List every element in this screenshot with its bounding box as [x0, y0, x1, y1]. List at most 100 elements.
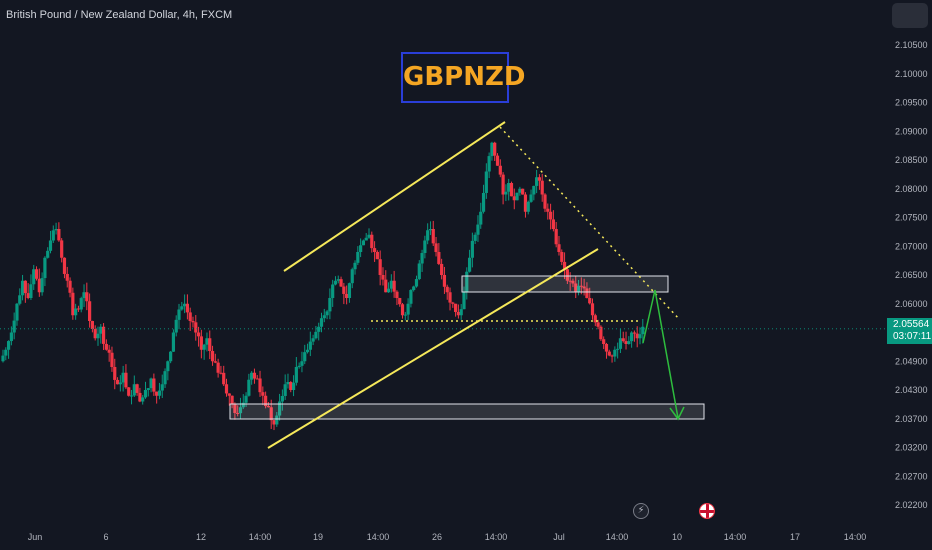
candle-body	[414, 279, 419, 287]
candle-body	[465, 271, 469, 293]
candle-body	[15, 303, 19, 321]
candle-body	[43, 257, 47, 279]
symbol-badge: GBPNZD	[401, 52, 525, 103]
candle-body	[359, 245, 363, 252]
y-tick-label: 2.09500	[895, 98, 928, 108]
uk-flag-icon[interactable]	[699, 503, 715, 519]
candle-body	[523, 194, 528, 212]
candle-body	[166, 361, 170, 372]
x-tick-label: 10	[672, 532, 682, 542]
x-tick-label: 14:00	[485, 532, 508, 542]
candle-body	[48, 240, 53, 251]
forecast-path[interactable]	[642, 289, 679, 419]
candle-body	[135, 384, 139, 393]
candle-body	[431, 229, 435, 244]
candle-body	[308, 341, 312, 350]
candle-body	[104, 343, 108, 350]
candle-body	[93, 328, 97, 339]
candle-body	[509, 183, 514, 197]
candle-body	[467, 257, 472, 272]
candle-body	[317, 326, 321, 332]
candle-body	[347, 283, 352, 298]
candle-body	[199, 336, 203, 350]
y-tick-label: 2.04900	[895, 356, 928, 366]
candle-body	[291, 382, 296, 390]
candle-body	[96, 333, 100, 339]
candle-body	[630, 332, 634, 342]
candle-body	[618, 338, 623, 349]
candle-body	[99, 326, 103, 334]
forecast-arrowhead	[669, 406, 685, 421]
resistance-zone[interactable]	[461, 275, 669, 293]
candle-body	[141, 397, 145, 402]
candle-body	[177, 309, 181, 320]
candle-body	[305, 349, 310, 353]
candle-body	[409, 290, 413, 304]
candle-body	[57, 229, 61, 241]
candle-body	[6, 341, 11, 350]
candle-body	[294, 367, 298, 383]
candle-body	[548, 211, 553, 220]
candle-body	[171, 332, 176, 352]
candle-body	[258, 378, 262, 393]
candle-body	[451, 302, 455, 304]
y-tick-label: 2.07000	[895, 241, 928, 251]
y-tick-label: 2.09000	[895, 126, 928, 136]
bar-countdown: 03:07:11	[893, 331, 932, 342]
candle-body	[255, 378, 259, 380]
descending-trendline[interactable]	[499, 126, 681, 321]
support-zone[interactable]	[229, 403, 705, 420]
candle-body	[428, 229, 433, 231]
x-tick-label: 12	[196, 532, 206, 542]
candle-body	[551, 219, 555, 229]
candle-body	[389, 280, 393, 289]
candle-body	[82, 292, 86, 299]
price-axis: 2.10500 2.10000 2.09500 2.09000 2.08500 2.080…	[895, 40, 928, 510]
candle-body	[113, 367, 117, 380]
candle-body	[325, 311, 329, 316]
toolbar-button[interactable]	[892, 3, 928, 28]
candle-body	[507, 183, 511, 192]
candle-body	[535, 177, 539, 186]
candle-body	[579, 285, 583, 287]
candle-body	[107, 349, 111, 353]
candle-body	[277, 401, 282, 416]
candle-body	[384, 279, 388, 293]
candle-body	[621, 338, 625, 342]
channel-upper-line[interactable]	[283, 121, 506, 272]
candle-body	[400, 304, 405, 316]
candle-body	[311, 338, 315, 342]
x-tick-label: 19	[313, 532, 323, 542]
candle-body	[448, 292, 452, 303]
candle-body	[88, 301, 92, 321]
candle-body	[224, 384, 229, 394]
candle-body	[434, 243, 438, 252]
lightning-icon[interactable]: ⚡	[633, 503, 649, 519]
candle-body	[543, 194, 547, 209]
candle-body	[9, 332, 13, 342]
candle-body	[521, 188, 525, 195]
candle-body	[216, 362, 220, 373]
y-tick-label: 2.08500	[895, 155, 928, 165]
y-tick-label: 2.02200	[895, 500, 928, 510]
candle-body	[560, 252, 564, 262]
candle-body	[403, 314, 407, 316]
candle-body	[395, 291, 399, 298]
candle-body	[233, 404, 237, 413]
candle-body	[272, 420, 276, 425]
candle-body	[236, 413, 240, 414]
candle-body	[121, 372, 125, 383]
channel-lower-line[interactable]	[267, 248, 599, 449]
candle-body	[29, 284, 33, 298]
candle-body	[624, 341, 628, 344]
candle-body	[297, 365, 301, 367]
candle-body	[345, 293, 349, 298]
candle-body	[230, 395, 234, 405]
candle-body	[459, 309, 463, 316]
candle-body	[381, 275, 385, 280]
time-axis: Jun 6 12 14:00 19 14:00 26 14:00 Jul 14:00 10 14:00…	[28, 532, 867, 542]
candle-body	[442, 275, 447, 287]
candle-body	[627, 341, 631, 344]
candle-body	[610, 355, 614, 357]
